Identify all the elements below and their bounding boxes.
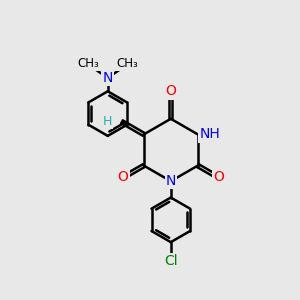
Text: CH₃: CH₃ xyxy=(116,57,138,70)
Text: Cl: Cl xyxy=(164,254,178,268)
Text: H: H xyxy=(103,115,112,128)
Text: N: N xyxy=(166,174,176,188)
Text: O: O xyxy=(213,170,224,184)
Text: N: N xyxy=(103,71,113,85)
Text: NH: NH xyxy=(199,128,220,141)
Text: O: O xyxy=(118,170,128,184)
Text: CH₃: CH₃ xyxy=(77,57,99,70)
Text: O: O xyxy=(165,84,176,98)
